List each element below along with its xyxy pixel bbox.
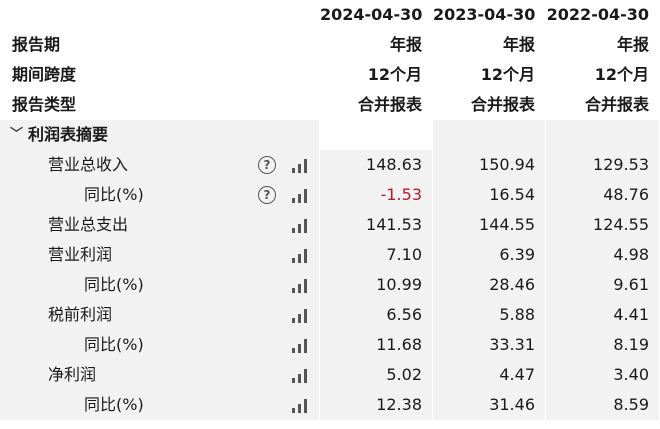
row-label-text: 营业总收入 — [48, 155, 129, 174]
table-cell: 141.53 — [320, 210, 433, 240]
row-label-text: 税前利润 — [48, 305, 113, 324]
section-empty-cell — [320, 120, 433, 150]
help-icon[interactable]: ? — [258, 186, 276, 204]
row-label-text: 同比(%) — [84, 275, 144, 294]
table-cell: 5.88 — [433, 300, 546, 330]
period-value: 年报 — [546, 30, 660, 60]
section-empty-cell — [546, 120, 660, 150]
row-label-text: 同比(%) — [84, 335, 144, 354]
table-cell: 4.98 — [546, 240, 660, 270]
bar-chart-icon[interactable] — [292, 339, 308, 353]
table-cell: -1.53 — [320, 180, 433, 210]
table-cell: 12.38 — [320, 390, 433, 420]
help-icon[interactable]: ? — [258, 156, 276, 174]
type-label: 报告类型 — [0, 90, 320, 120]
period-value: 年报 — [433, 30, 546, 60]
table-cell: 148.63 — [320, 150, 433, 180]
row-label: 营业利润 — [0, 240, 320, 270]
row-label-text: 营业利润 — [48, 245, 113, 264]
row-label: 同比(%) — [0, 330, 320, 360]
period-label: 报告期 — [0, 30, 320, 60]
table-cell: 10.99 — [320, 270, 433, 300]
row-label-text: 同比(%) — [84, 185, 144, 204]
row-label: 同比(%) — [0, 270, 320, 300]
table-cell: 8.19 — [546, 330, 660, 360]
table-cell: 8.59 — [546, 390, 660, 420]
table-cell: 4.41 — [546, 300, 660, 330]
table-cell: 129.53 — [546, 150, 660, 180]
type-value: 合并报表 — [320, 90, 433, 120]
table-cell: 6.56 — [320, 300, 433, 330]
section-title: 利润表摘要 — [28, 125, 109, 144]
bar-chart-icon[interactable] — [292, 159, 308, 173]
period-value: 年报 — [320, 30, 433, 60]
table-cell: 48.76 — [546, 180, 660, 210]
span-value: 12个月 — [320, 60, 433, 90]
span-value: 12个月 — [433, 60, 546, 90]
table-cell: 144.55 — [433, 210, 546, 240]
section-empty-cell — [433, 120, 546, 150]
table-cell: 11.68 — [320, 330, 433, 360]
table-cell: 31.46 — [433, 390, 546, 420]
bar-chart-icon[interactable] — [292, 189, 308, 203]
bar-chart-icon[interactable] — [292, 369, 308, 383]
table-cell: 33.31 — [433, 330, 546, 360]
bar-chart-icon[interactable] — [292, 279, 308, 293]
type-value: 合并报表 — [546, 90, 660, 120]
table-cell: 16.54 — [433, 180, 546, 210]
column-header-date[interactable]: 2023-04-30 — [433, 0, 546, 30]
column-header-date[interactable]: 2024-04-30 — [320, 0, 433, 30]
row-label: 营业总支出 — [0, 210, 320, 240]
row-label-text: 净利润 — [48, 365, 97, 384]
table-cell: 9.61 — [546, 270, 660, 300]
table-cell: 150.94 — [433, 150, 546, 180]
bar-chart-icon[interactable] — [292, 399, 308, 413]
header-corner — [0, 0, 320, 30]
table-cell: 28.46 — [433, 270, 546, 300]
table-grid: 2024-04-30 2023-04-30 2022-04-30 报告期 年报 … — [0, 0, 660, 420]
type-value: 合并报表 — [433, 90, 546, 120]
span-label: 期间跨度 — [0, 60, 320, 90]
row-label: 同比(%) — [0, 390, 320, 420]
bar-chart-icon[interactable] — [292, 249, 308, 263]
row-label: 同比(%) ? — [0, 180, 320, 210]
table-cell: 124.55 — [546, 210, 660, 240]
column-header-date[interactable]: 2022-04-30 — [546, 0, 660, 30]
row-label: 营业总收入 ? — [0, 150, 320, 180]
row-label-text: 同比(%) — [84, 395, 144, 414]
table-cell: 7.10 — [320, 240, 433, 270]
span-value: 12个月 — [546, 60, 660, 90]
chevron-down-icon[interactable]: ﹀ — [10, 127, 24, 142]
row-label: 税前利润 — [0, 300, 320, 330]
bar-chart-icon[interactable] — [292, 309, 308, 323]
table-cell: 6.39 — [433, 240, 546, 270]
bar-chart-icon[interactable] — [292, 219, 308, 233]
row-label: 净利润 — [0, 360, 320, 390]
table-cell: 5.02 — [320, 360, 433, 390]
row-label-text: 营业总支出 — [48, 215, 129, 234]
section-toggle[interactable]: ﹀ 利润表摘要 — [0, 120, 320, 150]
table-cell: 4.47 — [433, 360, 546, 390]
table-cell: 3.40 — [546, 360, 660, 390]
